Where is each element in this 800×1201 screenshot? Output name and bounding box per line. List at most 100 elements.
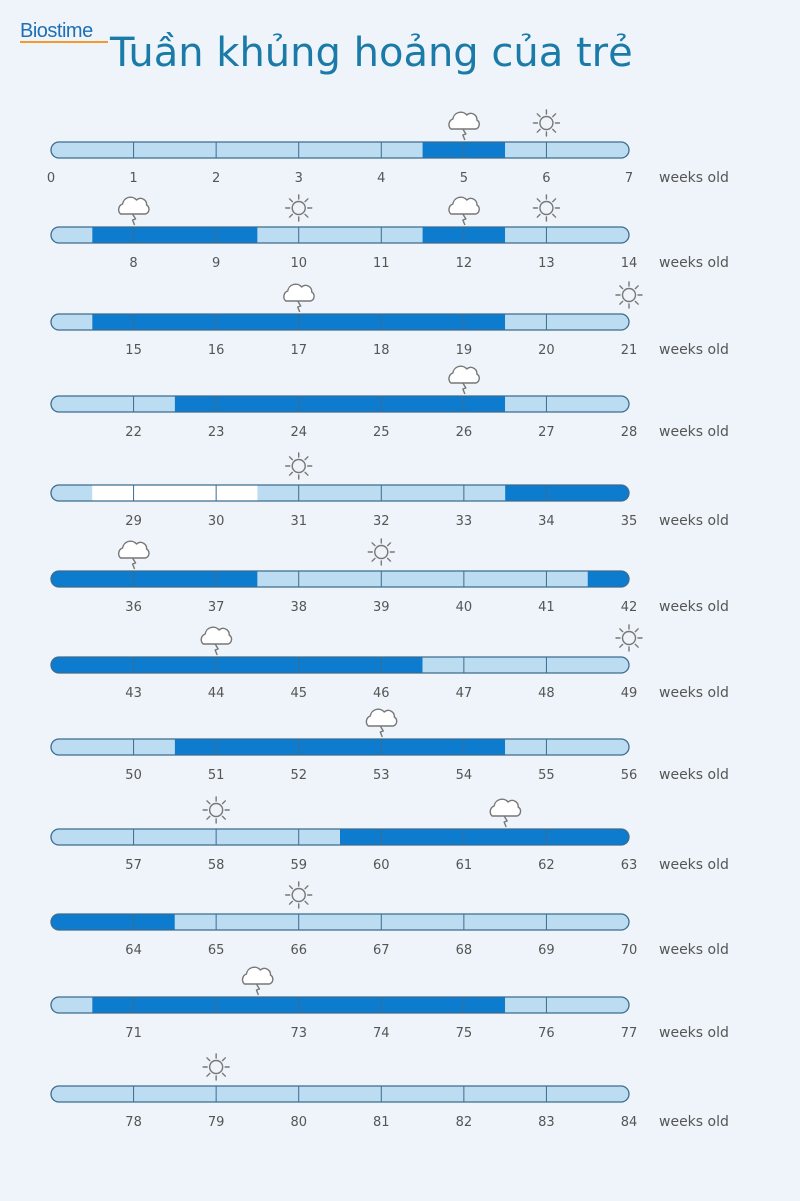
- tick-label: 70: [621, 943, 638, 958]
- tick-label: 52: [290, 768, 307, 783]
- tick-label: 41: [538, 600, 555, 615]
- calm-segment: [505, 396, 629, 412]
- crisis-segment: [51, 657, 423, 673]
- tick-label: 23: [208, 425, 225, 440]
- timeline-segments: [51, 657, 629, 673]
- tick-label: 48: [538, 686, 555, 701]
- sun-icon-disc: [291, 200, 306, 216]
- tick-label: 5: [460, 171, 468, 186]
- tick-label: 78: [125, 1115, 142, 1130]
- cloud-icon-shape: [448, 111, 480, 130]
- tick-label: 63: [621, 858, 638, 873]
- timeline-outline: [50, 996, 630, 1014]
- tick-label: 58: [208, 858, 225, 873]
- sun-icon-ray: [552, 128, 557, 133]
- timeline-outline: [50, 828, 630, 846]
- sun-icon-ray: [206, 800, 211, 805]
- timeline-row: 78 79 80 81 82 83 84 weeks old: [50, 1085, 729, 1130]
- sun-icon-ray: [304, 456, 309, 461]
- tick-label: 22: [125, 425, 142, 440]
- sun-icon-ray: [634, 643, 639, 648]
- crisis-segment: [174, 739, 506, 755]
- calm-segment: [51, 227, 93, 243]
- timeline-segments: [51, 396, 629, 412]
- timeline-segments: [51, 227, 629, 243]
- timeline-outline: [50, 226, 630, 244]
- calm-segment: [505, 997, 629, 1013]
- tick-label: 84: [621, 1115, 638, 1130]
- tick-label: 74: [373, 1026, 390, 1041]
- cloud-icon-shape: [241, 966, 274, 985]
- tick-label: 11: [373, 256, 390, 271]
- calm-segment: [257, 227, 423, 243]
- sun-icon: [615, 624, 643, 652]
- tick-label: 19: [456, 343, 473, 358]
- cloud-icon-shape: [118, 540, 150, 559]
- unit-label: weeks old: [659, 170, 729, 186]
- calm-segment: [422, 657, 629, 673]
- tick-label: 38: [290, 600, 307, 615]
- lightning-icon-bolt: [462, 382, 467, 395]
- timeline-segments: [51, 829, 629, 845]
- sun-icon-ray: [386, 557, 392, 562]
- lightning-icon-bolt: [462, 128, 467, 141]
- timeline-segments: [51, 142, 629, 158]
- sun-icon-ray: [536, 128, 541, 133]
- tick-label: 28: [621, 425, 638, 440]
- tick-label: 16: [208, 343, 225, 358]
- tick-label: 24: [290, 425, 307, 440]
- sun-icon: [202, 1053, 230, 1081]
- unit-label: weeks old: [659, 513, 729, 529]
- tick-label: 34: [538, 514, 555, 529]
- unit-label: weeks old: [659, 685, 729, 701]
- tick-label: 25: [373, 425, 390, 440]
- timeline-outline: [50, 484, 630, 502]
- calm-segment: [257, 571, 588, 587]
- sun-icon-ray: [288, 456, 294, 461]
- timeline-row: 8 9 10 11 12 13 14 weeks old: [50, 226, 729, 271]
- timeline-row: 64 65 66 67 68 69 70 weeks old: [50, 913, 729, 958]
- tick-label: 9: [212, 256, 220, 271]
- tick-label: 51: [208, 768, 225, 783]
- tick-label: 76: [538, 1026, 555, 1041]
- timeline-row: 43 44 45 46 47 48 49 weeks old: [50, 656, 729, 701]
- sun-icon-ray: [206, 1057, 211, 1062]
- timeline-outline: [50, 395, 630, 413]
- tick-label: 83: [538, 1115, 555, 1130]
- timeline-row: 22 23 24 25 26 27 28 weeks old: [50, 395, 729, 440]
- sun-icon-ray: [536, 213, 541, 218]
- cloud-icon-shape: [448, 365, 480, 384]
- calm-segment: [174, 914, 629, 930]
- tick-label: 64: [125, 943, 142, 958]
- timeline-outline: [50, 738, 630, 756]
- lightning-icon-bolt: [131, 557, 137, 570]
- calm-segment: [51, 739, 175, 755]
- unit-label: weeks old: [659, 857, 729, 873]
- calm-segment: [51, 314, 93, 330]
- tick-label: 20: [538, 343, 555, 358]
- sun-icon-ray: [619, 643, 624, 648]
- cloud-icon-shape: [200, 626, 233, 645]
- crisis-segment: [340, 829, 629, 845]
- storm-cloud-icon: [489, 798, 522, 828]
- unit-label: weeks old: [659, 1025, 729, 1041]
- calm-segment: [51, 1086, 629, 1102]
- calm-segment: [51, 485, 93, 501]
- sun-icon-ray: [288, 471, 294, 476]
- tick-label: 3: [295, 171, 303, 186]
- sun-icon: [615, 281, 643, 309]
- tick-label: 37: [208, 600, 225, 615]
- sun-icon-ray: [221, 800, 227, 805]
- sun-icon-disc: [291, 458, 306, 474]
- tick-label: 60: [373, 858, 390, 873]
- calm-segment: [51, 396, 175, 412]
- unit-label: weeks old: [659, 255, 729, 271]
- tick-label: 36: [125, 600, 142, 615]
- tick-label: 0: [47, 171, 55, 186]
- lightning-icon-bolt: [503, 815, 508, 828]
- sun-icon-ray: [634, 300, 639, 305]
- unit-label: weeks old: [659, 767, 729, 783]
- tick-label: 15: [125, 343, 142, 358]
- tick-label: 59: [290, 858, 307, 873]
- sun-icon-ray: [619, 300, 624, 305]
